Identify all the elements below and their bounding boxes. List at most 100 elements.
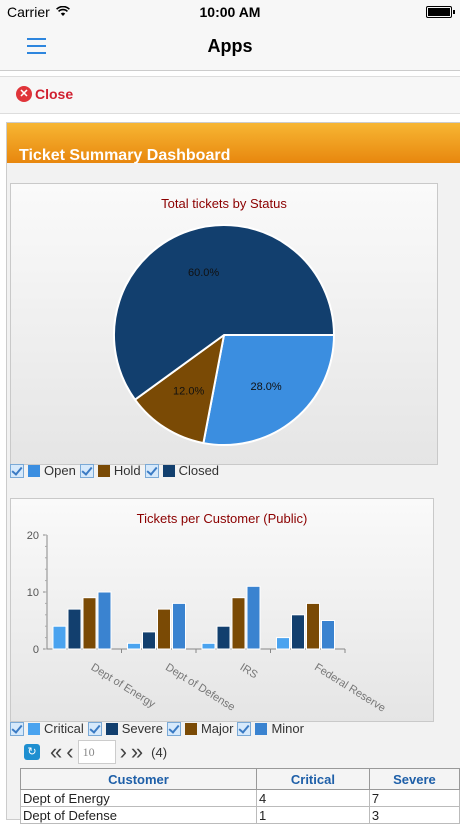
x-tick-label: Dept of Energy [89,661,158,710]
pager: ↻ « ‹ › » (4) [24,740,167,764]
table-header-row: Customer Critical Severe [19,768,460,790]
legend-checkbox[interactable] [87,721,102,736]
pie-slice-hold[interactable] [133,332,226,445]
y-tick-label: 0 [33,644,39,656]
close-icon: ✕ [16,86,32,102]
bar-critical[interactable] [201,642,216,650]
pie-slice-open[interactable] [202,334,336,446]
close-toolbar: ✕ Close [0,76,460,114]
legend-label: Severe [121,721,163,736]
bar-severe[interactable] [67,608,82,650]
page-size-input[interactable] [77,740,116,764]
wifi-icon [56,6,70,16]
bar-minor[interactable] [246,585,261,650]
bar-major[interactable] [306,602,320,650]
legend-item-hold[interactable]: Hold [79,463,141,478]
legend-label: Open [44,463,76,478]
legend-swatch [28,464,40,477]
dashboard-title: Ticket Summary Dashboard [19,147,231,164]
bar-severe[interactable] [142,631,156,650]
legend-item-major[interactable]: Major [166,721,234,736]
pie-chart: 28.0% 12.0% 60.0% [113,224,336,446]
bar-legend: Critical Severe Major Minor [10,721,308,736]
bar-critical[interactable] [276,637,290,650]
legend-checkbox[interactable] [144,463,159,478]
bar-minor[interactable] [172,602,186,650]
legend-checkbox[interactable] [79,463,94,478]
bar-major[interactable] [231,597,246,650]
y-tick-label: 20 [27,530,39,542]
table-cell: 4 [256,789,370,807]
pie-legend: Open Hold Closed [10,463,223,478]
status-bar: Carrier 10:00 AM [0,0,460,24]
x-tick-label: Dept of Defense [163,661,237,713]
legend-checkbox[interactable] [10,721,24,736]
table-cell: 7 [368,789,460,807]
prev-page-icon[interactable]: ‹ [66,739,74,764]
close-button-label: Close [35,86,74,102]
pie-chart-title: Total tickets by Status [161,196,287,211]
bar-severe[interactable] [216,625,231,650]
legend-label: Hold [113,463,141,478]
legend-swatch [28,722,40,735]
x-tick-label: Federal Reserve [312,661,387,714]
legend-item-open[interactable]: Open [10,463,76,478]
bar-major[interactable] [82,597,97,650]
table-cell: 3 [368,806,460,824]
legend-swatch [184,722,197,735]
pie-data-label: 28.0% [250,381,281,393]
table-cell: Dept of Energy [19,789,258,807]
x-tick-label: IRS [238,661,260,681]
next-page-icon[interactable]: › [119,739,127,764]
column-header-customer[interactable]: Customer [19,768,258,790]
legend-checkbox[interactable] [10,463,24,478]
ticket-table: Customer Critical Severe Dept of Energy … [19,768,460,824]
table-cell: 1 [256,806,370,824]
legend-item-minor[interactable]: Minor [237,721,304,736]
legend-swatch [105,722,118,735]
legend-label: Major [200,721,234,736]
bar-minor[interactable] [97,591,112,650]
bar-chart: 20 10 0 Dept of Energy Dept of Defense IRS Fed… [27,530,388,715]
legend-swatch [162,464,175,477]
pie-slice-closed[interactable] [113,224,336,402]
pie-chart-panel: Total tickets by Status 28.0% 12.0% 60.0% [10,183,438,465]
column-header-critical[interactable]: Critical [256,768,370,790]
menu-icon[interactable] [27,38,46,54]
bar-critical[interactable] [52,625,67,650]
bar-critical[interactable] [127,642,141,650]
legend-item-severe[interactable]: Severe [87,721,163,736]
last-page-icon[interactable]: » [130,739,144,764]
bar-major[interactable] [157,608,171,650]
legend-item-critical[interactable]: Critical [10,721,84,736]
legend-label: Closed [178,463,220,478]
legend-swatch [97,464,110,477]
status-time: 10:00 AM [199,4,261,20]
table-row[interactable]: Dept of Defense 1 3 [19,806,460,824]
legend-swatch [255,722,268,735]
page-title: Apps [207,36,253,56]
refresh-icon[interactable]: ↻ [24,744,40,760]
y-tick-label: 10 [27,587,39,599]
dashboard-panel: Ticket Summary Dashboard Total tickets b… [6,122,460,820]
pie-data-label: 12.0% [173,386,204,398]
legend-label: Minor [271,721,304,736]
navigation-bar: Apps [0,24,460,71]
legend-label: Critical [44,721,84,736]
legend-item-closed[interactable]: Closed [144,463,220,478]
legend-checkbox[interactable] [237,721,252,736]
first-page-icon[interactable]: « [50,739,63,764]
bar-chart-panel: Tickets per Customer (Public) 20 10 0 Dept … [10,498,434,722]
close-button[interactable]: ✕ Close [16,86,73,102]
pie-data-label: 60.0% [188,267,219,279]
legend-checkbox[interactable] [166,721,181,736]
carrier-label: Carrier [7,4,50,20]
table-cell: Dept of Defense [19,806,258,824]
bar-chart-title: Tickets per Customer (Public) [136,511,308,526]
battery-icon [426,6,455,18]
column-header-severe[interactable]: Severe [368,768,460,790]
bar-severe[interactable] [291,614,305,650]
bar-minor[interactable] [321,620,335,650]
dashboard-header: Ticket Summary Dashboard [7,123,460,164]
table-row[interactable]: Dept of Energy 4 7 [19,789,460,807]
